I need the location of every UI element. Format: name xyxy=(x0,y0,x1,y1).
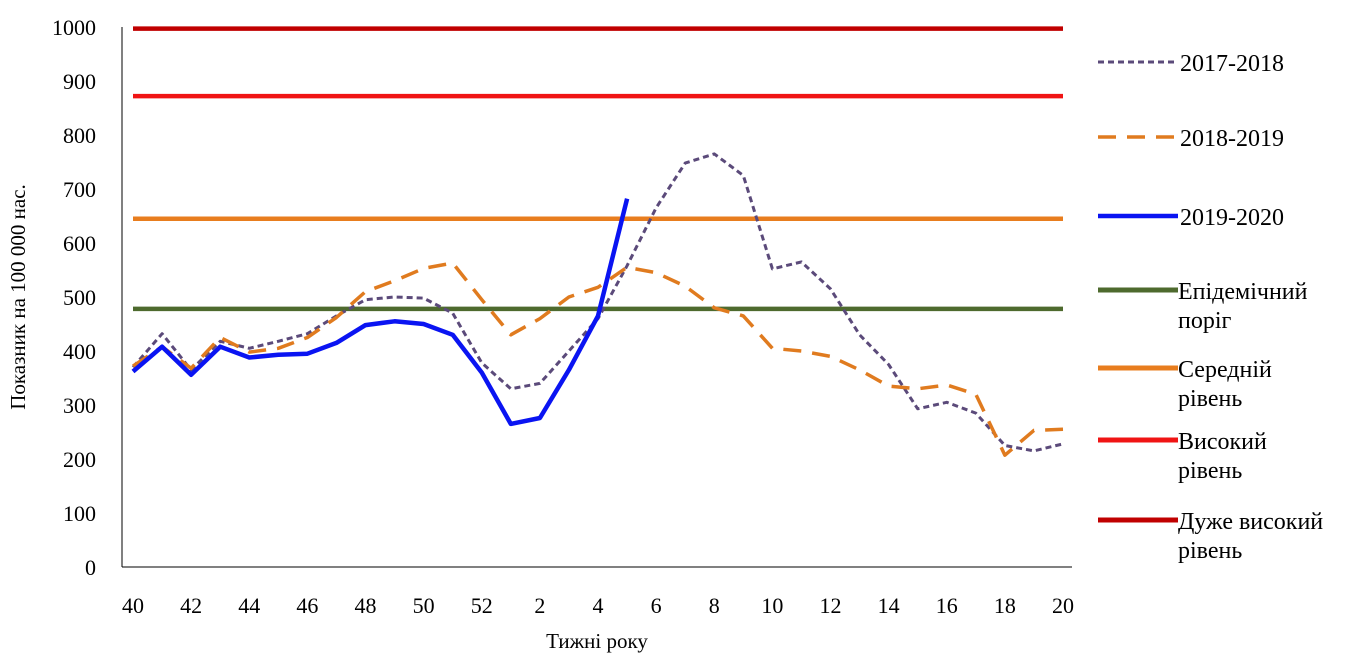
legend: 2017-2018 2018-2019 2019-2020 Епідемічний п… xyxy=(1098,51,1323,564)
x-tick-labels: 40 42 44 46 48 50 52 2 4 6 8 10 12 14 16 18 20 xyxy=(122,593,1074,618)
legend-label: поріг xyxy=(1178,308,1232,334)
x-tick-label: 8 xyxy=(709,593,720,618)
threshold-lines xyxy=(133,26,1063,312)
legend-label: Середній xyxy=(1178,357,1272,383)
legend-label: 2017-2018 xyxy=(1180,51,1284,77)
y-tick-label: 800 xyxy=(63,123,96,148)
y-tick-label: 0 xyxy=(85,555,96,580)
x-axis-title: Тижні року xyxy=(546,629,648,653)
y-tick-label: 200 xyxy=(63,447,96,472)
series-line xyxy=(131,198,630,427)
legend-label: Високий xyxy=(1178,429,1267,455)
x-tick-label: 20 xyxy=(1052,593,1074,618)
x-tick-label: 40 xyxy=(122,593,144,618)
x-tick-label: 6 xyxy=(651,593,662,618)
x-tick-label: 46 xyxy=(296,593,318,618)
x-tick-label: 50 xyxy=(413,593,435,618)
x-tick-label: 44 xyxy=(238,593,260,618)
x-tick-label: 10 xyxy=(761,593,783,618)
x-tick-label: 4 xyxy=(593,593,604,618)
legend-label: рівень xyxy=(1178,538,1242,564)
y-tick-label: 500 xyxy=(63,285,96,310)
series-line xyxy=(131,152,1064,453)
y-tick-label: 900 xyxy=(63,69,96,94)
y-tick-label: 400 xyxy=(63,339,96,364)
x-tick-label: 12 xyxy=(820,593,842,618)
x-tick-label: 16 xyxy=(936,593,958,618)
x-tick-label: 18 xyxy=(994,593,1016,618)
y-tick-label: 300 xyxy=(63,393,96,418)
y-tick-label: 700 xyxy=(63,177,96,202)
y-tick-labels: 0 100 200 300 400 500 600 700 800 900 1000 xyxy=(52,15,96,580)
y-tick-label: 100 xyxy=(63,501,96,526)
y-axis-title: Показник на 100 000 нас. xyxy=(6,184,30,410)
y-tick-label: 1000 xyxy=(52,15,96,40)
legend-label: Дуже високий xyxy=(1178,509,1323,535)
y-tick-label: 600 xyxy=(63,231,96,256)
legend-label: 2019-2020 xyxy=(1180,205,1284,231)
axes xyxy=(121,27,1072,568)
legend-label: рівень xyxy=(1178,458,1242,484)
x-tick-label: 42 xyxy=(180,593,202,618)
x-tick-label: 48 xyxy=(355,593,377,618)
legend-label: Епідемічний xyxy=(1178,279,1308,305)
legend-label: рівень xyxy=(1178,386,1242,412)
x-tick-label: 2 xyxy=(534,593,545,618)
x-tick-label: 14 xyxy=(878,593,900,618)
series-lines xyxy=(131,152,1064,457)
series-line xyxy=(132,261,1064,457)
legend-label: 2018-2019 xyxy=(1180,126,1284,152)
x-tick-label: 52 xyxy=(471,593,493,618)
